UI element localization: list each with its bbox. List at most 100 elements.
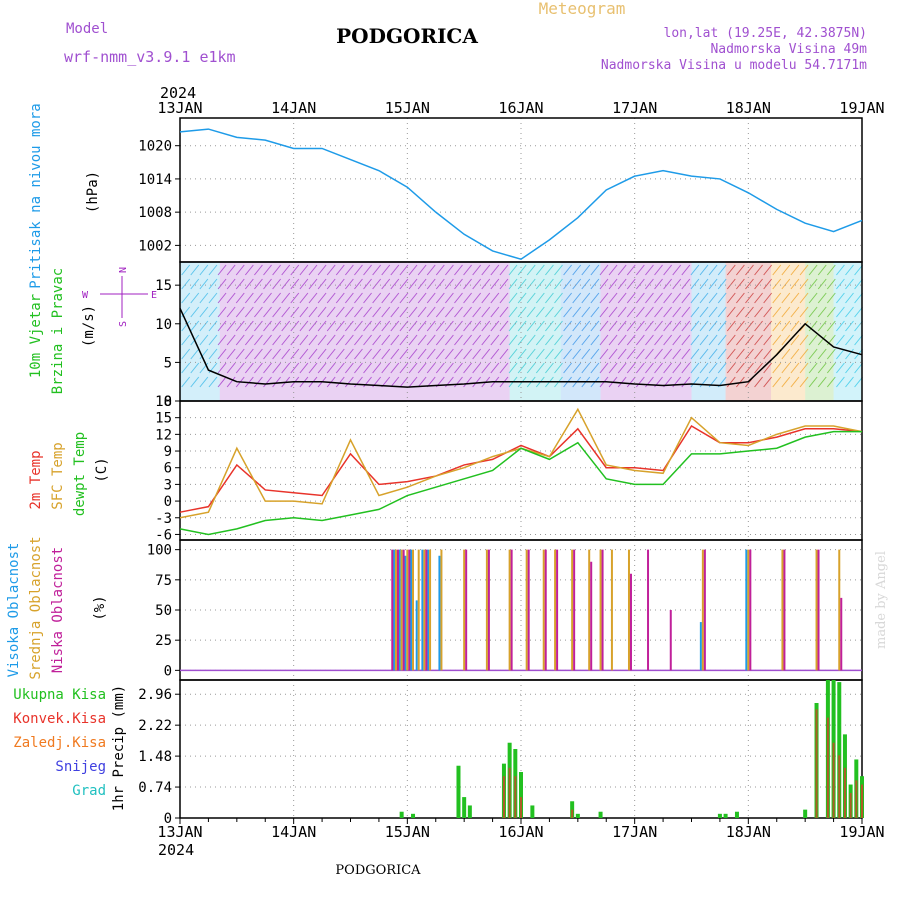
wind-barb [708,264,718,276]
wind-barb [490,334,500,346]
wind-barb [836,334,845,346]
wind-barb [472,320,482,332]
wind-barb [317,292,327,304]
pressure-label: Pritisak na nivou mora [28,103,44,288]
wind-barb [235,306,245,318]
wind-barb [199,264,209,276]
wind-barb [599,348,609,360]
temp-label-1: 2m Temp [28,450,44,509]
precip-bar-1 [832,742,835,818]
wind-barb [790,348,800,360]
wind-barb [317,264,327,276]
wind-barb [299,320,309,332]
wind-barb [799,362,809,374]
wind-barb [281,292,291,304]
wind-barb [808,348,818,360]
wind-barb [290,292,300,304]
wind-barb [554,292,563,304]
wind-barb [563,278,572,290]
wind-barb [781,362,791,374]
wind-barb [217,292,227,304]
wind-barb [499,264,509,276]
wind-barb [717,362,727,374]
wind-barb [381,278,391,290]
wind-barb [381,362,391,374]
wind-barb [817,348,827,360]
cloud-panel: 0 25 50 75 100 [147,539,863,681]
wind-barb [363,278,372,290]
wind-barb [545,348,554,360]
wind-barb [454,278,463,290]
wind-barb [690,348,700,360]
precip-legend-item: Zaledj.Kisa [13,735,106,751]
wind-barb [363,264,372,276]
wind-barb [499,362,509,374]
wind-barb [335,334,345,346]
wind-barb [463,376,472,388]
wind-barb [217,376,227,388]
wind-barb [617,348,627,360]
wind-barb [717,292,727,304]
wind-barb [417,376,427,388]
wind-barb [754,264,763,276]
top-time-label: 13JAN [157,99,202,117]
wind-barb [517,278,527,290]
watermark: made by Angel [874,551,889,649]
wind-barb [417,292,427,304]
wind-barb [526,306,536,318]
wind-barb [535,264,545,276]
wind-barb [463,292,472,304]
wind-barb [826,348,836,360]
wind-barb [772,362,782,374]
wind-barb [708,320,718,332]
city-title: PODGORICA [336,24,478,48]
model-elevation-label: Nadmorska Visina u modelu 54.7171m [601,58,867,73]
wind-barb [390,376,400,388]
wind-barb [745,348,754,360]
precip-bar-1 [520,797,522,818]
wind-barb [517,362,527,374]
wind-barb [590,320,600,332]
precip-bar-0 [837,682,842,818]
wind-barb [390,320,400,332]
wind-barb [535,348,545,360]
wind-barb [817,264,827,276]
top-time-label: 15JAN [385,99,430,117]
wind-barb [190,376,200,388]
precip-bar-1 [855,780,858,818]
wind-barb [845,264,854,276]
temp-ytick-label: 15 [155,411,172,427]
wind-barb [463,320,472,332]
wind-barb [372,320,382,332]
precip-bar-0 [519,772,523,818]
wind-barb [735,376,745,388]
precip-bar-0 [467,805,472,818]
wind-barb [235,278,245,290]
wind-barb [663,278,673,290]
wind-barb [563,306,572,318]
wind-barb [217,320,227,332]
wind-barb [581,348,591,360]
wind-barb [754,306,763,318]
wind-barb [726,292,736,304]
wind-barb [645,320,654,332]
wind-barb [444,278,454,290]
wind-barb [626,348,636,360]
wind-barb [545,292,554,304]
wind-barb [417,306,427,318]
wind-barb [208,376,218,388]
wind-barb [836,348,845,360]
wind-barb [599,362,609,374]
wind-barb [263,292,272,304]
wind-barb [745,264,754,276]
wind-barb [617,292,627,304]
wind-barb [199,334,209,346]
precip-unit: 1hr Precip (mm) [111,685,127,811]
wind-barb [363,348,372,360]
model-label: Model [66,21,108,37]
pressure-ytick-label: 1008 [138,205,172,221]
wind-barb [681,334,691,346]
wind-barb [572,278,582,290]
wind-barb [272,264,282,276]
